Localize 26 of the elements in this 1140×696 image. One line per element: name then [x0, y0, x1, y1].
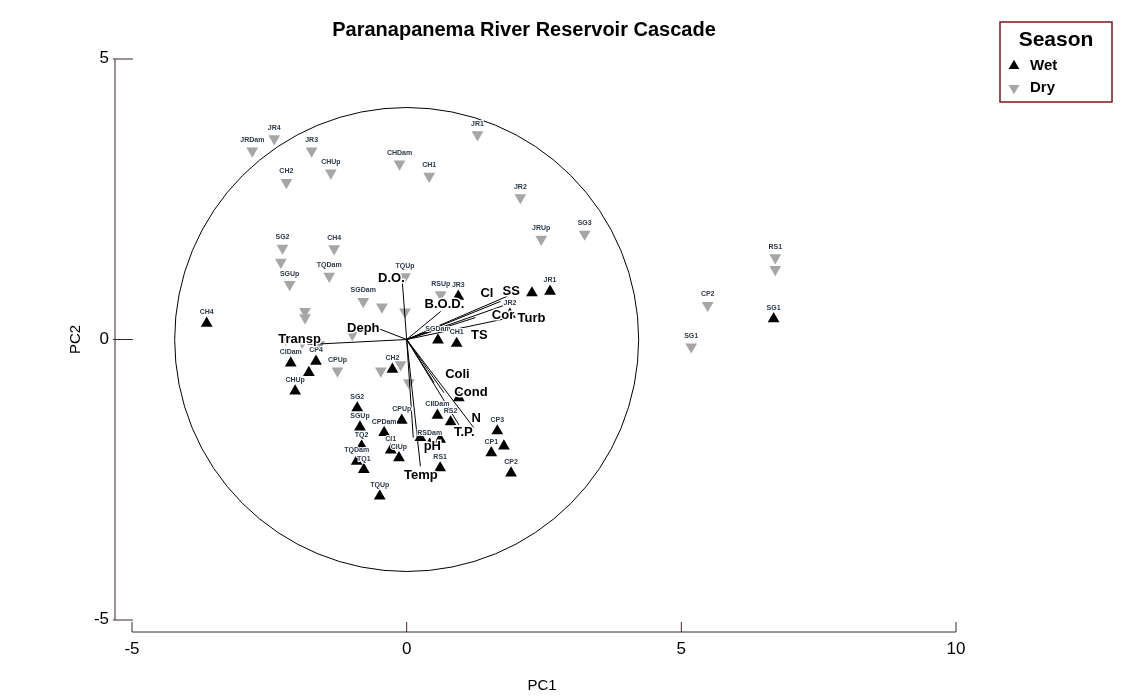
series-label: Deph — [347, 319, 380, 335]
series-label: SS — [502, 283, 521, 299]
series-label: B.O.D. — [424, 296, 465, 312]
series-label: T.P. — [453, 423, 475, 439]
x-tick-label: 5 — [676, 639, 687, 658]
series-label: N — [471, 409, 481, 425]
legend-label: Wet — [1030, 55, 1058, 73]
series-label: Cl — [480, 284, 494, 300]
series-label: Temp — [403, 467, 438, 483]
chart-title: Paranapanema River Reservoir Cascade — [332, 18, 716, 40]
legend-title: Season — [1018, 27, 1094, 50]
x-axis-title: PC1 — [527, 676, 557, 693]
y-axis-title: PC2 — [66, 324, 83, 355]
series-label: Transp — [278, 330, 321, 346]
series-label: TS — [471, 326, 489, 342]
series-label: Turb — [517, 310, 546, 326]
y-tick-label: 5 — [99, 48, 109, 68]
x-tick-label: 10 — [946, 639, 966, 658]
x-tick-label: 0 — [401, 639, 412, 658]
series-label: D.O. — [378, 269, 405, 285]
legend-label: Dry — [1030, 77, 1056, 95]
series-label: Coli — [445, 365, 470, 381]
y-tick-label: -5 — [93, 609, 109, 629]
y-tick-label: 0 — [99, 328, 109, 348]
series-label: Cond — [454, 384, 488, 400]
x-tick-label: -5 — [124, 639, 140, 658]
